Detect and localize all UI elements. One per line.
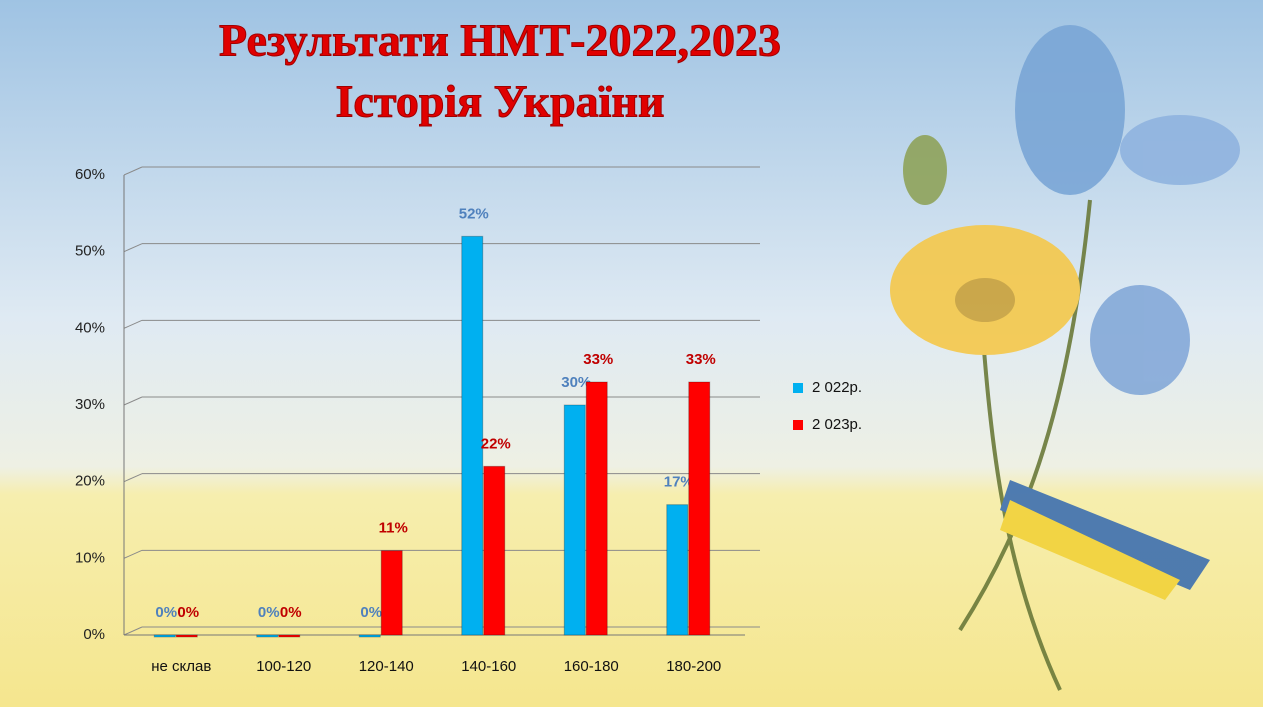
y-tick-label: 0% bbox=[83, 626, 105, 643]
value-label: 11% bbox=[379, 520, 408, 537]
value-label: 22% bbox=[481, 435, 511, 452]
y-tick-label: 60% bbox=[75, 166, 105, 183]
x-tick-label: 160-180 bbox=[564, 658, 619, 675]
bar bbox=[279, 635, 300, 637]
legend-label: 2 023р. bbox=[812, 416, 862, 433]
bar bbox=[484, 466, 505, 635]
legend-swatch bbox=[793, 420, 803, 430]
value-label: 33% bbox=[686, 351, 716, 368]
x-tick-label: 120-140 bbox=[359, 658, 414, 675]
bar bbox=[586, 382, 607, 635]
value-label: 0% bbox=[155, 604, 177, 621]
x-tick-label: 180-200 bbox=[666, 658, 721, 675]
y-tick-label: 50% bbox=[75, 243, 105, 260]
legend-swatch bbox=[793, 383, 803, 393]
y-tick-label: 10% bbox=[75, 549, 105, 566]
value-label: 33% bbox=[583, 351, 613, 368]
value-label: 0% bbox=[280, 604, 302, 621]
x-tick-label: 140-160 bbox=[461, 658, 516, 675]
bar bbox=[154, 635, 175, 637]
chart: Результати НМТ-2022,2023 Історія України… bbox=[0, 0, 1263, 707]
bar bbox=[462, 236, 483, 635]
chart-subtitle: Історія України bbox=[336, 76, 665, 127]
bar bbox=[381, 551, 402, 635]
value-label: 0% bbox=[177, 604, 199, 621]
x-tick-label: 100-120 bbox=[256, 658, 311, 675]
value-label: 52% bbox=[459, 205, 489, 222]
bar bbox=[257, 635, 278, 637]
legend-label: 2 022р. bbox=[812, 379, 862, 396]
chart-title: Результати НМТ-2022,2023 bbox=[219, 15, 781, 66]
bar bbox=[667, 505, 688, 635]
y-tick-label: 40% bbox=[75, 319, 105, 336]
x-tick-label: не склав bbox=[151, 658, 211, 675]
y-tick-label: 20% bbox=[75, 473, 105, 490]
y-tick-label: 30% bbox=[75, 396, 105, 413]
bar bbox=[689, 382, 710, 635]
bar bbox=[564, 405, 585, 635]
value-label: 0% bbox=[360, 604, 382, 621]
bar bbox=[176, 635, 197, 637]
bar bbox=[359, 635, 380, 637]
value-label: 0% bbox=[258, 604, 280, 621]
